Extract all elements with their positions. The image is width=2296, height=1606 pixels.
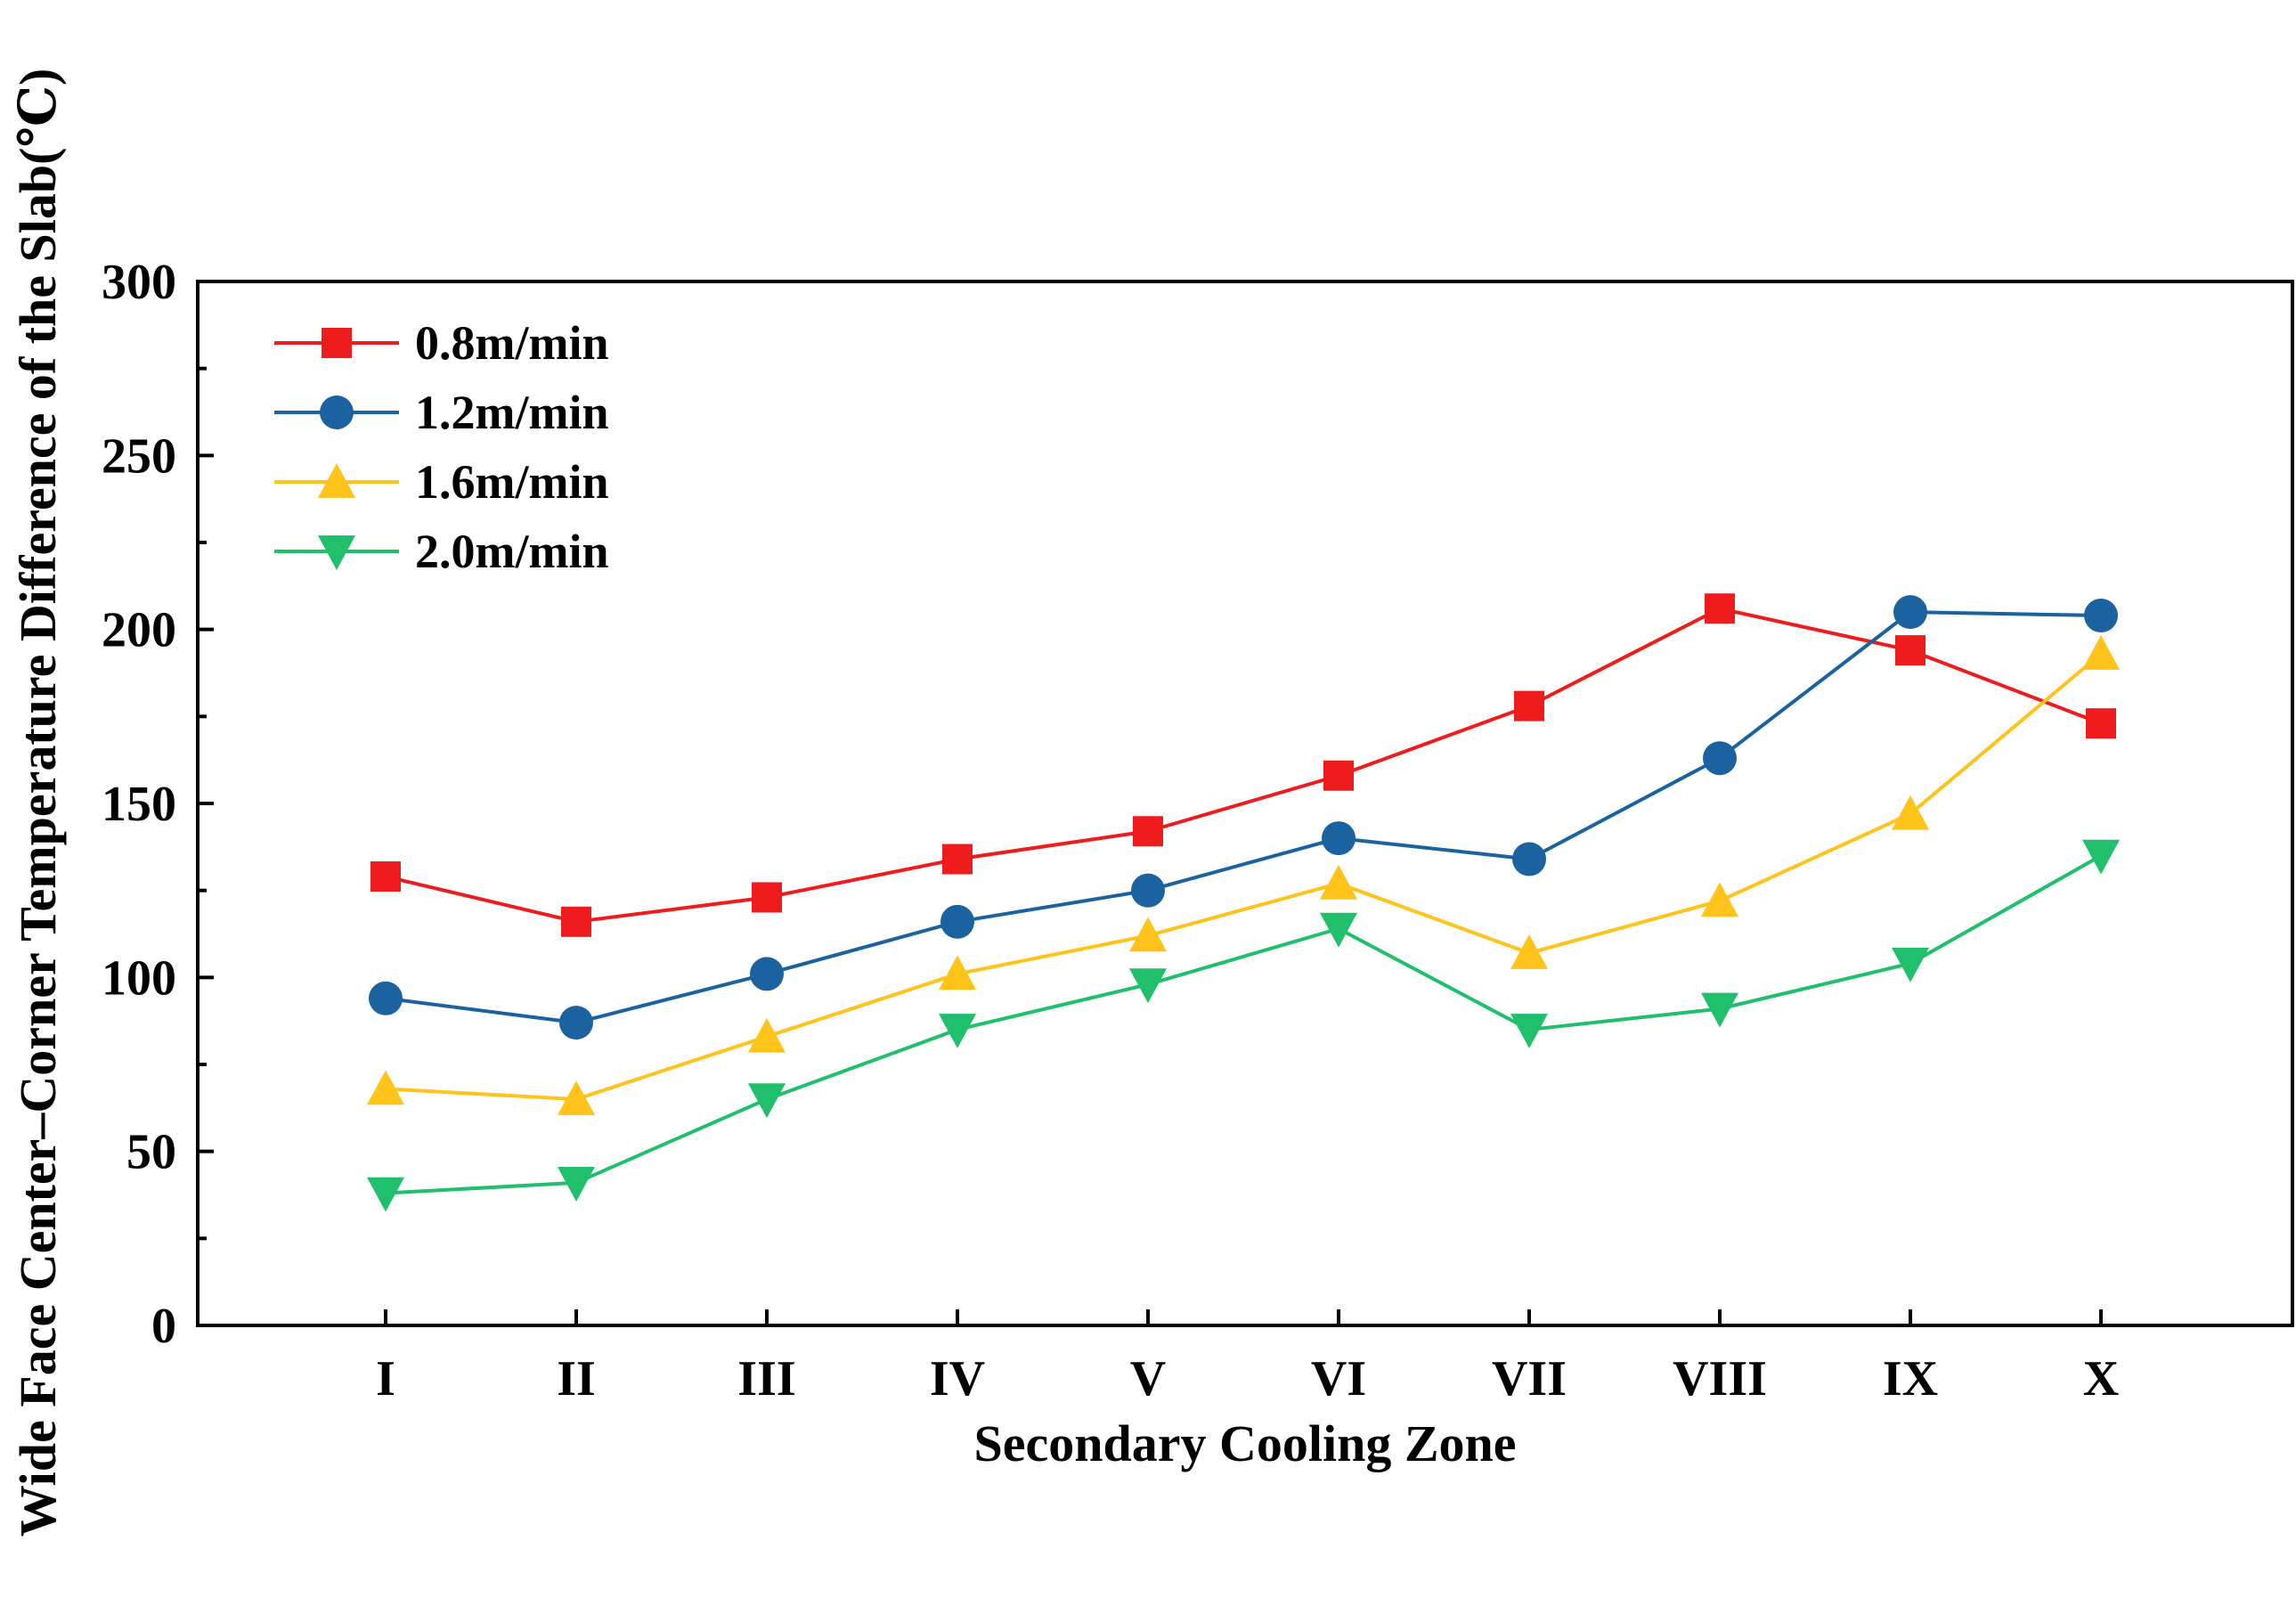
data-point	[1512, 842, 1546, 876]
data-point	[370, 861, 401, 893]
y-tick-label: 100	[102, 950, 176, 1006]
data-point	[1510, 1014, 1548, 1048]
y-tick-label: 50	[126, 1125, 176, 1180]
data-point	[1893, 595, 1927, 630]
data-point	[748, 1017, 786, 1053]
data-point	[1129, 917, 1167, 952]
series-3	[367, 635, 2120, 1115]
data-point	[1131, 873, 1165, 908]
legend-item: 1.6m/min	[274, 455, 609, 509]
y-tick-label: 250	[102, 428, 176, 484]
series-line	[385, 853, 2102, 1195]
legend-item: 1.2m/min	[274, 386, 609, 439]
data-point	[1895, 635, 1926, 666]
data-point	[559, 1006, 593, 1040]
data-point	[1701, 882, 1738, 917]
x-axis: I II III IV V VI VII VIII IX X	[376, 1309, 2119, 1406]
data-point	[939, 955, 976, 991]
data-point	[939, 1014, 976, 1048]
y-tick-label: 0	[151, 1299, 176, 1354]
x-tick-label: VII	[1492, 1351, 1567, 1406]
x-tick-label: V	[1130, 1351, 1166, 1406]
legend-label: 2.0m/min	[415, 525, 609, 578]
legend-label: 1.2m/min	[415, 386, 609, 439]
data-point	[1705, 593, 1735, 624]
x-axis-title: Secondary Cooling Zone	[973, 1414, 1516, 1472]
data-point	[750, 957, 784, 991]
data-point	[942, 844, 973, 875]
y-tick-label: 150	[102, 777, 176, 832]
legend-marker	[318, 463, 355, 498]
data-point	[1323, 760, 1354, 791]
data-point	[561, 906, 591, 937]
legend-marker	[322, 328, 352, 358]
data-point	[367, 1070, 404, 1105]
legend-marker	[318, 535, 355, 570]
data-point	[558, 1080, 595, 1115]
data-point	[1320, 912, 1357, 948]
data-point	[1320, 864, 1357, 900]
x-tick-label: II	[557, 1351, 596, 1406]
x-tick-label: IV	[930, 1351, 985, 1406]
data-point	[1892, 795, 1929, 830]
x-tick-label: I	[376, 1351, 395, 1406]
data-point	[748, 1083, 786, 1119]
data-point	[2082, 839, 2120, 875]
y-axis-title: Wide Face Center–Corner Temperature Diff…	[9, 69, 67, 1537]
data-point	[1514, 690, 1544, 721]
y-tick-label: 200	[102, 603, 176, 658]
data-point	[752, 882, 782, 913]
series-line	[385, 607, 2102, 924]
data-point	[1892, 947, 1929, 982]
data-point	[940, 904, 974, 939]
x-tick-label: X	[2083, 1351, 2119, 1406]
series-1	[370, 593, 2116, 937]
data-point	[367, 1177, 404, 1212]
series-layer	[367, 593, 2120, 1212]
series-4	[367, 839, 2120, 1212]
data-point	[1510, 933, 1548, 969]
x-tick-label: VI	[1311, 1351, 1366, 1406]
data-point	[1133, 816, 1163, 847]
legend-label: 0.8m/min	[415, 316, 609, 370]
data-point	[1322, 821, 1356, 856]
legend-item: 0.8m/min	[274, 316, 609, 370]
data-point	[1701, 992, 1738, 1028]
legend-label: 1.6m/min	[415, 455, 609, 509]
data-point	[2084, 599, 2118, 633]
x-tick-label: III	[737, 1351, 795, 1406]
y-tick-label: 300	[102, 255, 176, 310]
data-point	[2086, 708, 2116, 739]
legend: 0.8m/min 1.2m/min 1.6m/min 2.0m/min	[274, 316, 609, 578]
data-point	[1703, 741, 1737, 776]
data-point	[558, 1166, 595, 1202]
data-point	[2082, 635, 2120, 670]
data-point	[1129, 968, 1167, 1004]
series-2	[369, 595, 2118, 1040]
series-line	[385, 610, 2102, 1025]
series-line	[385, 652, 2103, 1102]
legend-item: 2.0m/min	[274, 525, 609, 578]
y-axis: 0 50 100 150 200 250 300	[102, 255, 214, 1354]
legend-marker	[320, 395, 354, 429]
data-point	[369, 981, 403, 1015]
x-tick-label: VIII	[1673, 1351, 1767, 1406]
x-tick-label: IX	[1883, 1351, 1938, 1406]
